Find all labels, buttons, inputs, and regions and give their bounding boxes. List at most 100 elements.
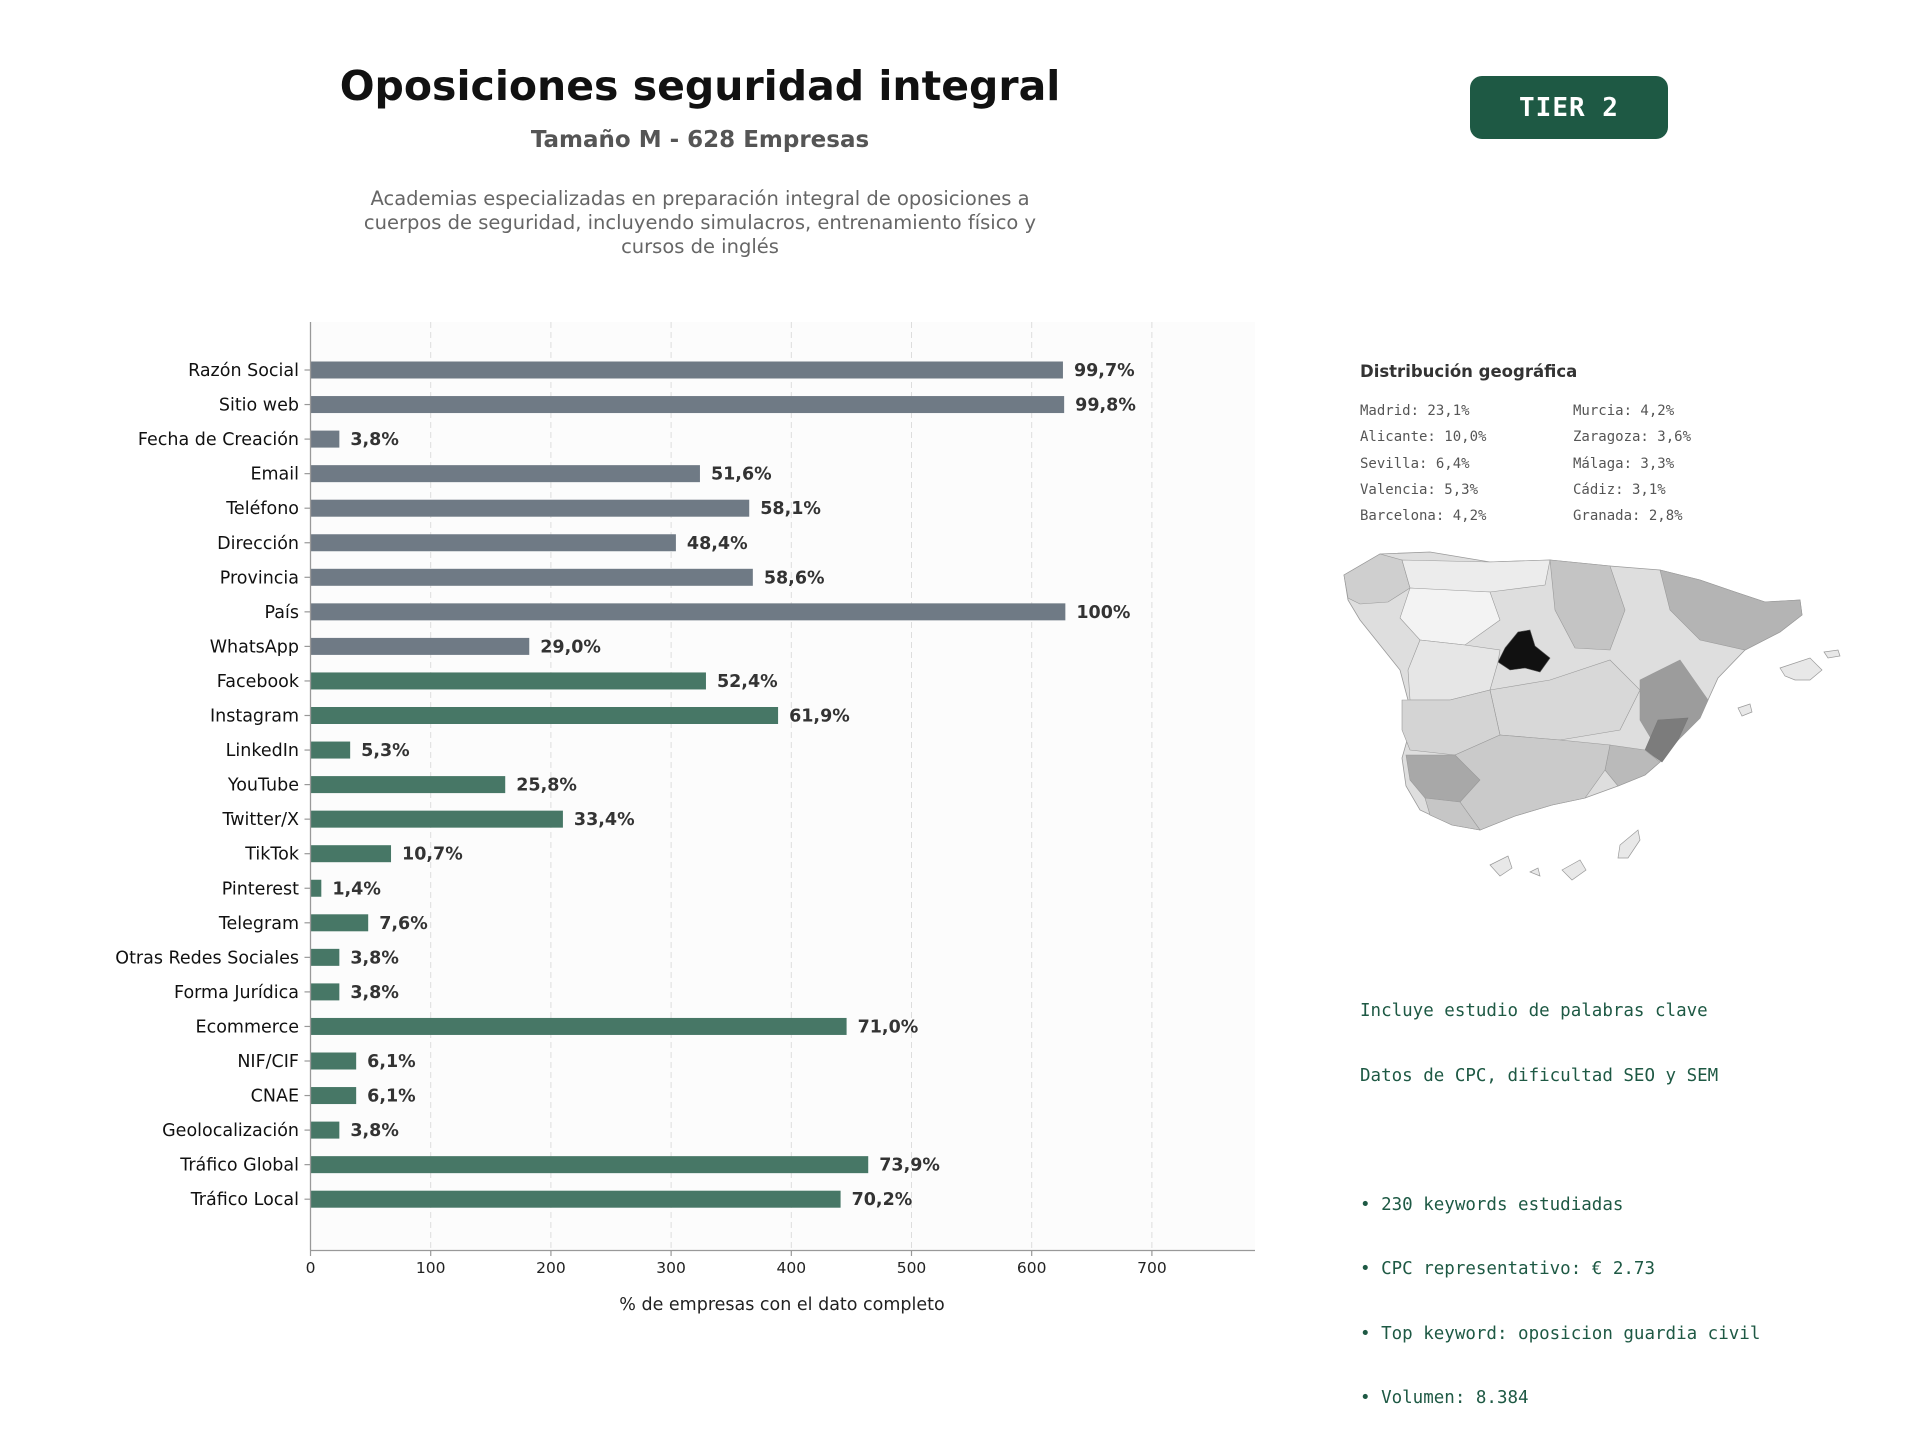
geo-item: Alicante: 10,0% [1360, 429, 1487, 446]
y-axis-labels: Razón Social Sitio web Fecha de Creación Em… [115, 361, 311, 1210]
geo-item: Barcelona: 4,2% [1360, 508, 1487, 525]
y-tick-label: Otras Redes Sociales [115, 948, 299, 968]
bar [310, 914, 369, 932]
bar [310, 1017, 847, 1035]
value-label: 58,1% [760, 499, 821, 519]
y-tick-label: CNAE [251, 1087, 299, 1107]
value-label: 1,4% [332, 879, 381, 899]
y-tick-label: Geolocalización [162, 1121, 299, 1141]
y-tick-label: Telegram [218, 914, 299, 934]
bar [310, 672, 706, 690]
bar [310, 983, 340, 1001]
y-tick-label: Facebook [217, 672, 300, 692]
keyword-bullet: • CPC representativo: € 2.73 [1360, 1259, 1656, 1279]
geo-item: Granada: 2,8% [1573, 508, 1683, 525]
map-region-catalonia [1659, 569, 1803, 651]
x-axis-label: % de empresas con el dato completo [619, 1295, 944, 1315]
map-region-northwest [1343, 553, 1411, 605]
value-label: 10,7% [402, 845, 463, 865]
value-label: 48,4% [687, 534, 748, 554]
value-label: 70,2% [852, 1190, 913, 1210]
y-tick-label: YouTube [227, 776, 299, 796]
map-balearics-menorca [1823, 649, 1841, 659]
value-label: 73,9% [879, 1156, 940, 1176]
value-label: 5,3% [361, 741, 410, 761]
y-tick-label: Tráfico Local [190, 1190, 299, 1210]
y-tick-label: TikTok [244, 845, 300, 865]
tier-badge: TIER 2 [1470, 76, 1668, 139]
x-axis-ticks: 0 100 200 300 400 500 600 700 [306, 1250, 1167, 1277]
value-label: 51,6% [711, 465, 772, 485]
bar [310, 568, 753, 586]
map-canaries [1489, 829, 1641, 881]
y-tick-label: LinkedIn [226, 741, 299, 761]
x-tick-label: 400 [777, 1259, 807, 1277]
keywords-panel: Incluye estudio de palabras clave Datos … [1360, 958, 1880, 1431]
bar [310, 465, 700, 483]
value-label: 6,1% [367, 1087, 416, 1107]
value-label: 100% [1076, 603, 1130, 623]
geo-item: Valencia: 5,3% [1360, 481, 1479, 498]
geo-item: Zaragoza: 3,6% [1573, 429, 1692, 446]
x-tick-label: 700 [1137, 1259, 1167, 1277]
y-tick-label: Razón Social [188, 361, 299, 381]
map-region-andalucia-east [1454, 734, 1611, 831]
y-tick-label: Pinterest [222, 879, 299, 899]
bar [310, 534, 676, 552]
map-region-alicante [1644, 717, 1689, 763]
bar [310, 741, 351, 759]
keyword-bullet: • 230 keywords estudiadas [1360, 1194, 1624, 1215]
value-label: 33,4% [574, 810, 635, 830]
geo-item: Madrid: 23,1% [1360, 403, 1470, 419]
bar [310, 499, 750, 517]
x-tick-label: 300 [656, 1259, 686, 1277]
y-tick-label: Teléfono [225, 499, 299, 519]
value-labels: 99,7% 99,8% 3,8% 51,6% 58,1% 48,4% 58,6% 100% 29… [332, 361, 1136, 1210]
y-tick-label: Dirección [217, 534, 299, 554]
value-label: 99,8% [1075, 396, 1136, 416]
geo-title: Distribución geográfica [1360, 362, 1578, 381]
bar [310, 776, 506, 794]
value-label: 3,8% [350, 1121, 399, 1141]
bar-chart: Razón Social Sitio web Fecha de Creación Em… [115, 322, 1255, 1315]
bar [310, 845, 392, 863]
page-title: Oposiciones seguridad integral [339, 62, 1061, 110]
value-label: 52,4% [717, 672, 778, 692]
page-subtitle: Tamaño M - 628 Empresas [530, 127, 870, 153]
y-tick-label: Email [250, 465, 299, 485]
y-tick-label: Instagram [210, 707, 299, 727]
value-label: 58,6% [764, 568, 825, 588]
bar [310, 1087, 357, 1105]
y-tick-label: WhatsApp [210, 637, 299, 657]
y-tick-label: Twitter/X [221, 810, 299, 830]
bar [310, 707, 779, 724]
map-balearics-mallorca [1779, 657, 1823, 681]
bar [310, 1121, 340, 1139]
geo-item: Murcia: 4,2% [1573, 403, 1675, 419]
map-region-aragon [1549, 559, 1626, 651]
value-label: 7,6% [379, 914, 428, 934]
map-region-north [1401, 559, 1551, 593]
y-tick-label: Tráfico Global [179, 1156, 299, 1176]
value-label: 3,8% [350, 430, 399, 450]
keywords-line-2: Datos de CPC, dificultad SEO y SEM [1360, 1065, 1719, 1086]
bar [310, 361, 1063, 379]
x-tick-label: 600 [1017, 1259, 1047, 1277]
x-tick-label: 0 [306, 1259, 316, 1277]
bar [310, 603, 1066, 621]
value-label: 3,8% [350, 948, 399, 968]
y-tick-label: NIF/CIF [237, 1052, 299, 1072]
geo-list: Madrid: 23,1% Murcia: 4,2% Alicante: 10,… [1360, 398, 1740, 529]
map-region-cadiz [1424, 797, 1481, 831]
map-region-madrid [1497, 629, 1551, 673]
spain-choropleth-map [1343, 551, 1841, 881]
y-tick-label: Ecommerce [196, 1017, 299, 1037]
bar [310, 637, 530, 655]
value-label: 25,8% [516, 776, 577, 796]
bar [310, 1052, 357, 1070]
bar [310, 879, 322, 897]
bars [310, 361, 1066, 1208]
y-tick-label: Fecha de Creación [138, 430, 299, 450]
bar [310, 810, 563, 828]
y-tick-label: Forma Jurídica [174, 983, 299, 1003]
